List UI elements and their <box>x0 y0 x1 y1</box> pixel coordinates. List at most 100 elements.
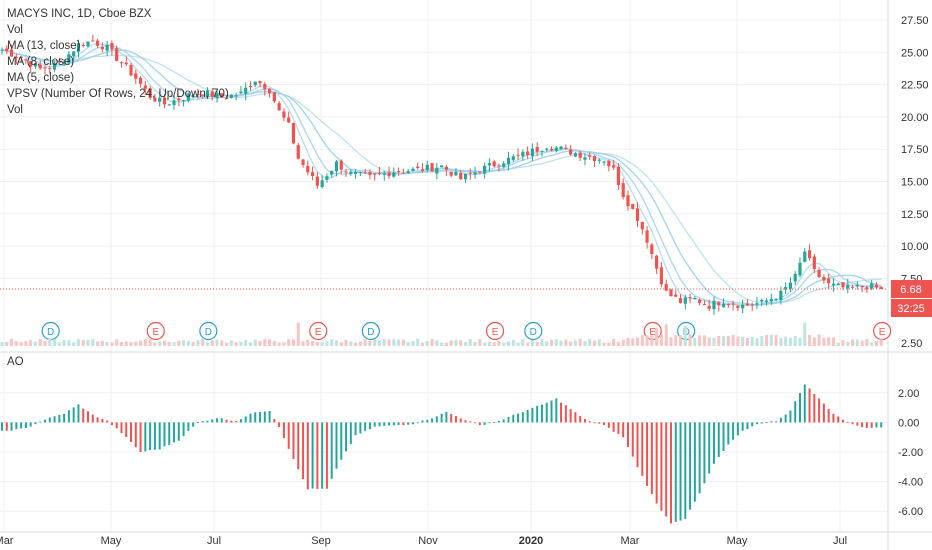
candle-body <box>784 287 788 290</box>
ao-bar <box>746 422 749 430</box>
ao-bar <box>149 422 152 451</box>
candle-body <box>91 40 95 42</box>
ao-bar <box>125 422 128 438</box>
ao-bar <box>416 422 419 424</box>
candle-body <box>640 221 644 230</box>
time-tick-label: Jul <box>833 535 847 547</box>
volume-bar <box>358 341 362 346</box>
price-tick-label: 22.50 <box>901 80 929 92</box>
candle-body <box>287 117 291 123</box>
volume-bar <box>311 340 315 346</box>
volume-bar <box>191 342 195 346</box>
candle-body <box>177 98 181 101</box>
volume-bar <box>831 337 835 346</box>
volume-bar <box>836 342 840 346</box>
volume-bar <box>19 342 23 346</box>
candle-body <box>774 299 778 301</box>
candle-body <box>841 282 845 288</box>
ao-bar <box>316 422 319 489</box>
volume-bar <box>612 339 616 346</box>
price-tick-label: 10.00 <box>901 241 929 253</box>
candle-body <box>502 163 506 168</box>
ao-bar <box>464 420 467 423</box>
volume-bar <box>29 339 33 346</box>
volume-bar <box>707 337 711 346</box>
ao-bar <box>784 414 787 423</box>
ao-bar <box>555 398 558 423</box>
volume-bar <box>339 342 343 346</box>
candle-body <box>105 45 109 51</box>
candle-body <box>798 262 802 276</box>
candle-body <box>827 278 831 284</box>
ao-bar <box>34 422 37 425</box>
candle-body <box>115 48 119 61</box>
volume-bar <box>784 336 788 346</box>
ao-bar <box>722 422 725 451</box>
volume-bar <box>139 340 143 346</box>
ao-bar <box>679 422 682 521</box>
ao-bar <box>359 422 362 434</box>
volume-bar <box>124 341 128 346</box>
candle-body <box>707 305 711 309</box>
volume-bar <box>373 339 377 346</box>
volume-bar <box>559 340 563 346</box>
candle-body <box>363 172 367 174</box>
volume-bar <box>14 341 18 346</box>
ao-bar <box>239 419 242 423</box>
ao-bar <box>612 422 615 432</box>
ao-bar <box>770 421 773 423</box>
candle-body <box>506 157 511 165</box>
volume-bar <box>731 334 735 346</box>
volume-bar <box>153 342 157 346</box>
candle-body <box>205 90 210 98</box>
candle-body <box>698 299 702 304</box>
volume-bar <box>263 338 267 346</box>
candle-body <box>516 154 520 156</box>
ao-bar <box>368 422 371 430</box>
volume-bar <box>162 340 166 346</box>
candle-body <box>870 283 874 289</box>
candle-body <box>330 170 334 175</box>
candle-body <box>879 287 883 289</box>
candle-body <box>549 148 554 151</box>
candle-body <box>5 48 9 52</box>
candle-body <box>440 165 444 168</box>
price-tick-label: 2.50 <box>901 338 922 350</box>
ao-bar <box>168 422 171 445</box>
volume-bar <box>602 342 606 346</box>
candle-body <box>325 176 329 180</box>
ao-bar <box>340 422 343 460</box>
ao-tick-label: -6.00 <box>898 506 923 518</box>
candle-body <box>597 159 601 161</box>
candle-body <box>224 97 229 99</box>
volume-bar <box>177 340 181 346</box>
volume-bar <box>530 340 534 346</box>
earnings-marker-icon <box>146 321 165 341</box>
ao-bar <box>431 418 434 423</box>
ao-bar <box>813 394 816 423</box>
candle-body <box>588 155 592 157</box>
time-tick-label: Sep <box>311 535 331 547</box>
volume-bar <box>363 339 367 346</box>
ao-bar <box>153 422 156 450</box>
candle-body <box>497 165 501 167</box>
ao-bar <box>550 400 553 423</box>
event-marker-label: D <box>205 327 212 338</box>
candle-body <box>473 172 477 175</box>
candle-body <box>172 100 176 105</box>
ao-bar <box>865 422 868 428</box>
volume-bar <box>712 337 716 346</box>
dividend-marker-icon <box>524 321 543 341</box>
volume-bar <box>808 335 812 346</box>
ma-line <box>1 42 882 307</box>
candle-body <box>86 41 90 47</box>
ao-bar <box>459 418 462 423</box>
ao-bar <box>392 422 395 426</box>
ao-bar <box>808 388 811 423</box>
ao-bar <box>82 408 85 423</box>
volume-bar <box>239 341 243 346</box>
candle-body <box>234 95 238 97</box>
candle-body <box>9 49 14 57</box>
volume-bar <box>258 340 262 346</box>
